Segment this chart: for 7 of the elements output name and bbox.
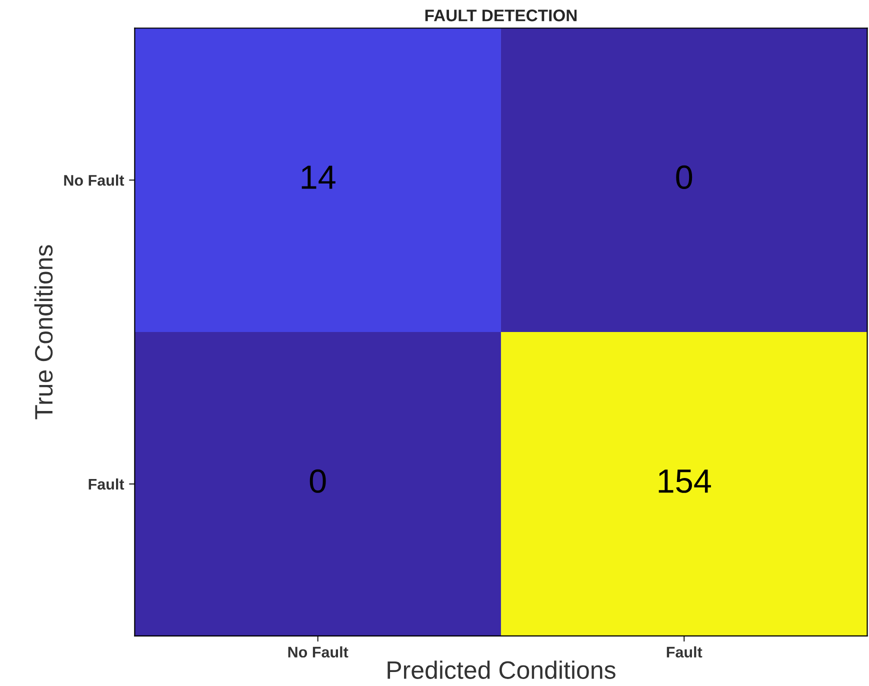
data-label: 0	[310, 469, 326, 493]
y-axis-title: True Conditions	[34, 245, 53, 420]
data-label: 0	[676, 165, 692, 190]
chart-title: FAULT DETECTION	[425, 10, 577, 22]
x-axis-title: Predicted Conditions	[388, 660, 616, 679]
data-label: 154	[658, 470, 711, 493]
data-label: 14	[302, 166, 336, 189]
